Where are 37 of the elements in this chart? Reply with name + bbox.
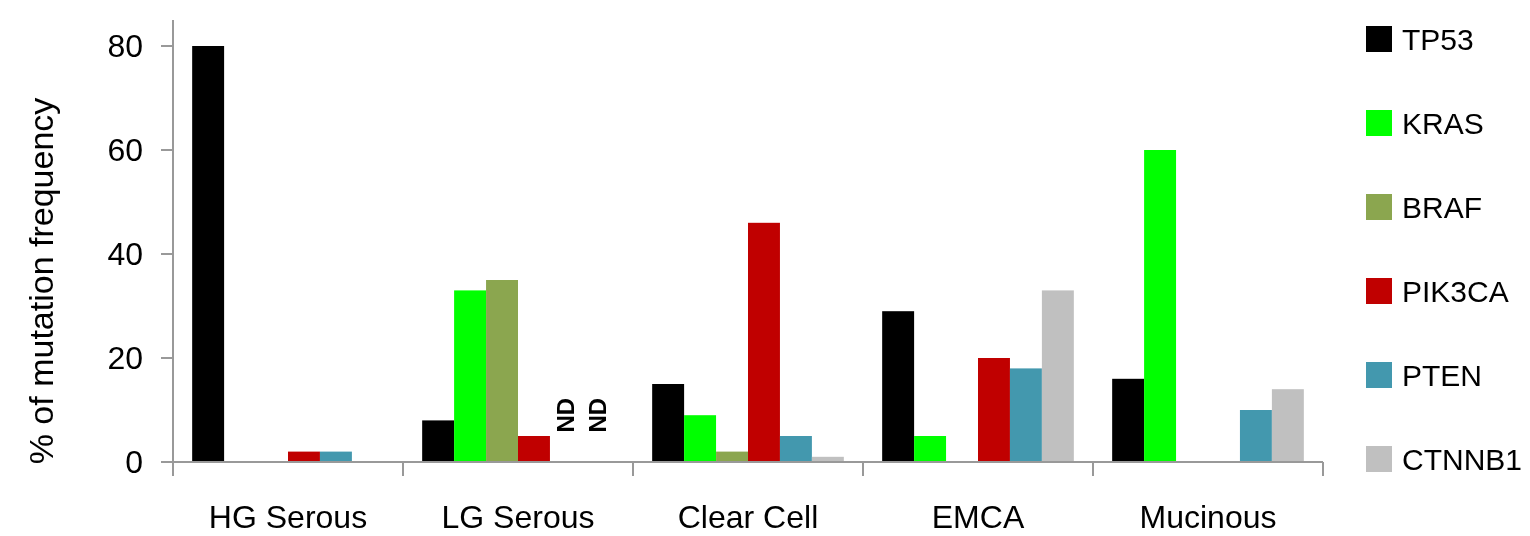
x-tick-label: LG Serous <box>441 499 595 535</box>
bar <box>518 436 550 462</box>
x-tick-label: Mucinous <box>1139 499 1277 535</box>
bar <box>192 46 225 462</box>
y-tick-label: 80 <box>107 28 143 64</box>
bar <box>1009 368 1042 462</box>
y-tick-label: 0 <box>125 444 143 480</box>
annotation: ND <box>552 397 580 433</box>
x-tick-label: EMCA <box>931 499 1025 535</box>
y-tick-label: 40 <box>107 236 143 272</box>
y-axis-title: % of mutation frequency <box>22 97 60 465</box>
x-tick-label: HG Serous <box>208 499 368 535</box>
bar <box>1239 410 1272 462</box>
bar <box>1112 378 1145 462</box>
bar <box>978 358 1010 462</box>
legend-label: KRAS <box>1402 106 1484 140</box>
bar <box>748 222 780 462</box>
legend-label: BRAF <box>1402 190 1483 224</box>
x-tick-label: Clear Cell <box>677 499 819 535</box>
y-tick-label: 60 <box>107 132 143 168</box>
bar <box>652 384 685 462</box>
y-tick-label: 20 <box>107 340 143 376</box>
bar <box>1271 389 1304 462</box>
bar <box>486 280 518 462</box>
bar <box>422 420 455 462</box>
bar <box>779 436 812 462</box>
bar <box>684 415 717 462</box>
bar <box>882 311 915 462</box>
bar <box>1041 290 1074 462</box>
annotation: ND <box>584 397 612 433</box>
legend-label: PIK3CA <box>1402 274 1509 308</box>
legend-label: PTEN <box>1402 358 1483 392</box>
legend-label: TP53 <box>1402 22 1474 56</box>
bar <box>914 436 947 462</box>
bar <box>1144 150 1177 462</box>
legend-label: CTNNB1 <box>1402 442 1523 476</box>
bar <box>454 290 487 462</box>
